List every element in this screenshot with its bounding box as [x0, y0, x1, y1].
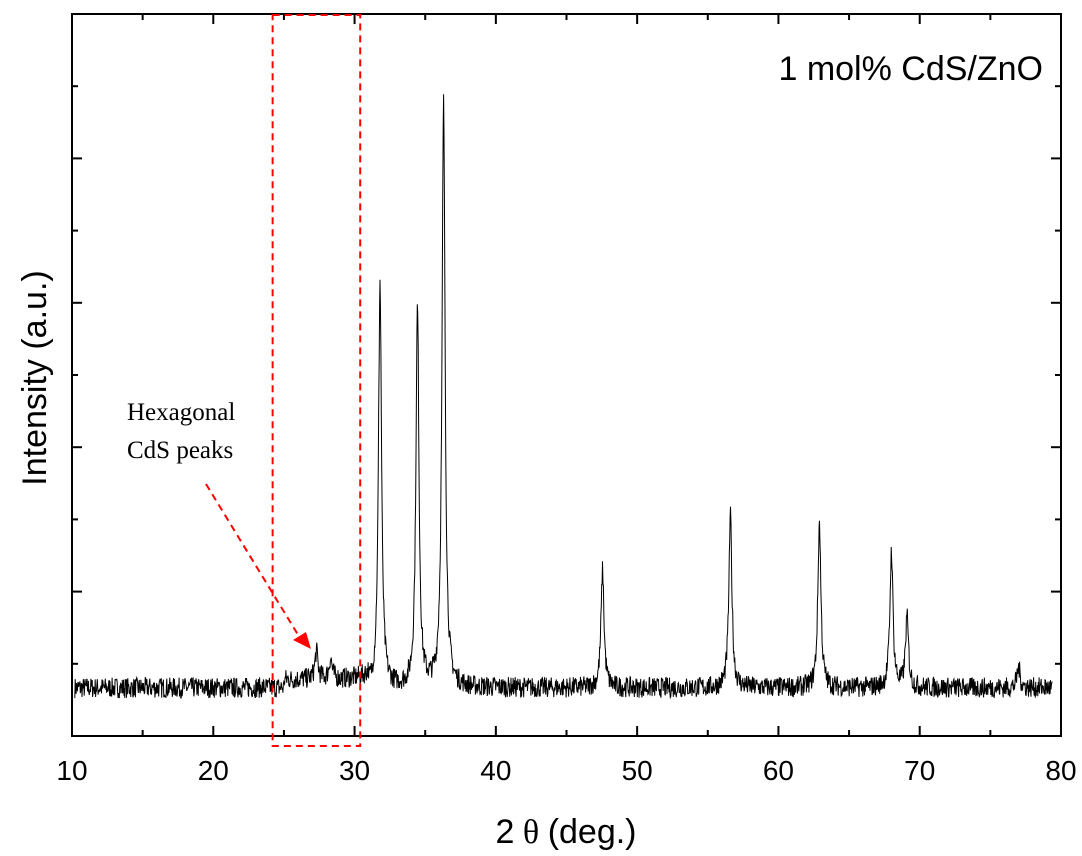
inset-sample-label: 1 mol% CdS/ZnO: [778, 50, 1043, 88]
y-axis-ticks: [72, 13, 1061, 737]
x-tick-label: 60: [763, 755, 794, 786]
x-tick-label: 50: [622, 755, 653, 786]
x-axis-ticks: [71, 14, 1062, 736]
xrd-pattern-line: [74, 94, 1053, 700]
x-tick-label: 40: [480, 755, 511, 786]
x-axis-label-prefix: 2: [495, 813, 514, 851]
x-axis-tick-labels: 10 20 30 40 50 60 70 80: [56, 755, 1076, 786]
x-axis-label-unit: (deg.): [548, 813, 637, 851]
x-tick-label: 80: [1045, 755, 1076, 786]
x-tick-label: 20: [198, 755, 229, 786]
x-tick-label: 70: [904, 755, 935, 786]
annotation-arrowhead: [293, 632, 311, 649]
plot-frame: [71, 13, 1062, 737]
y-axis-label: Intensity (a.u.): [16, 270, 54, 485]
annotation-text-line1: Hexagonal: [127, 399, 235, 426]
x-tick-label: 30: [339, 755, 370, 786]
x-tick-label: 10: [56, 755, 87, 786]
annotation-text-line2: CdS peaks: [127, 437, 233, 464]
x-axis-label-theta: θ: [523, 814, 539, 851]
cds-region-box: [271, 14, 362, 747]
x-axis-label: 2 θ (deg.): [495, 813, 636, 851]
annotation-arrow-line: [205, 483, 301, 639]
